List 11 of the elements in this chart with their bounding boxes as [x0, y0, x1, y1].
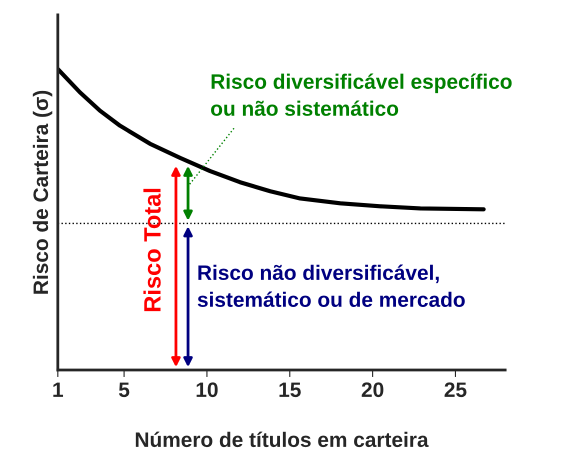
x-tick-label: 10 [196, 382, 218, 398]
x-tick-label: 5 [118, 382, 130, 398]
x-tick-label: 20 [362, 382, 384, 398]
x-tick-label: 15 [280, 382, 301, 398]
x-axis-title: Número de títulos em carteira [136, 432, 429, 448]
y-axis-title: Risco de Carteira (σ) [32, 90, 52, 294]
annotation: Risco Total [143, 188, 161, 312]
x-tick-label: 25 [444, 382, 466, 398]
annotation: Risco diversificável específico ou não sistemático [211, 73, 512, 116]
x-tick-label: 1 [53, 382, 64, 397]
annotation: Risco não diversificável, sistemático ou de mercado [198, 264, 465, 308]
